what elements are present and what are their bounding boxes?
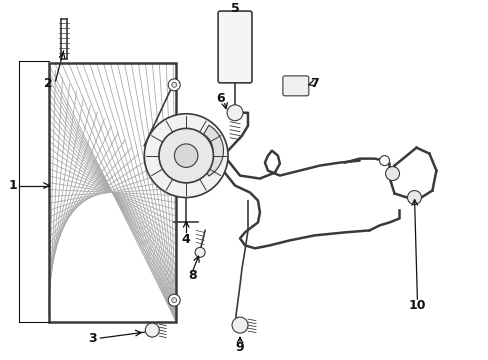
Circle shape — [144, 114, 227, 198]
Circle shape — [407, 190, 421, 204]
FancyBboxPatch shape — [282, 76, 308, 96]
Wedge shape — [203, 125, 223, 176]
Circle shape — [168, 79, 180, 91]
Circle shape — [385, 167, 399, 181]
Text: 8: 8 — [187, 269, 196, 282]
Text: 10: 10 — [408, 299, 426, 312]
Circle shape — [232, 317, 247, 333]
Circle shape — [171, 82, 176, 87]
Text: 9: 9 — [235, 341, 244, 354]
Text: 7: 7 — [310, 77, 319, 90]
Circle shape — [195, 247, 204, 257]
Text: 3: 3 — [88, 332, 97, 345]
Circle shape — [174, 144, 198, 167]
Text: 2: 2 — [44, 77, 53, 90]
Text: 6: 6 — [215, 92, 224, 105]
Bar — [48, 63, 176, 322]
Circle shape — [168, 294, 180, 306]
Circle shape — [379, 156, 389, 166]
Text: 5: 5 — [230, 1, 239, 15]
Circle shape — [159, 129, 213, 183]
Circle shape — [226, 105, 243, 121]
Circle shape — [171, 298, 176, 303]
Text: 1: 1 — [8, 179, 17, 192]
Text: 4: 4 — [182, 233, 190, 246]
Circle shape — [145, 323, 159, 337]
FancyBboxPatch shape — [218, 11, 251, 83]
Bar — [48, 63, 176, 322]
